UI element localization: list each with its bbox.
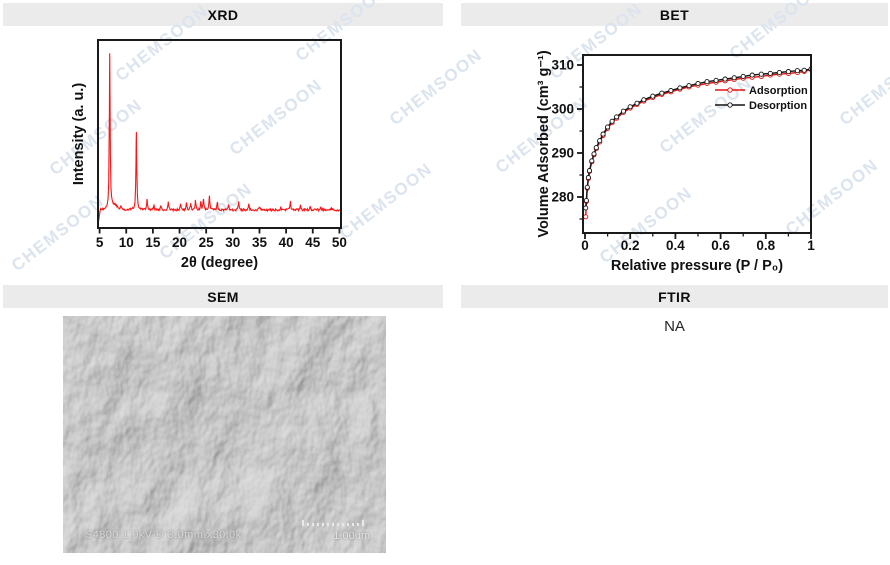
svg-text:280: 280 bbox=[551, 190, 574, 205]
svg-text:50: 50 bbox=[332, 235, 347, 250]
svg-text:20: 20 bbox=[172, 235, 187, 250]
scale-bar-tick bbox=[332, 523, 334, 526]
scale-bar-tick bbox=[342, 523, 344, 526]
sem-scale-bar bbox=[302, 520, 364, 526]
scale-bar-tick bbox=[327, 523, 329, 526]
bet-plot: 280 290 300 310 0 0.2 0.4 0.6 0.8 1 Relative press… bbox=[536, 50, 815, 274]
panel-header-xrd: XRD bbox=[3, 3, 443, 26]
ftir-title: FTIR bbox=[658, 288, 691, 305]
bet-title: BET bbox=[659, 6, 690, 23]
sem-micrograph-texture bbox=[63, 316, 386, 553]
sem-caption: S4800 1.0kV-D 3.0mm x30.0k bbox=[85, 529, 242, 541]
svg-text:5: 5 bbox=[96, 235, 104, 250]
xrd-chart: 5 10 15 20 25 30 35 40 45 50 2θ (degree) Intensity … bbox=[3, 26, 443, 284]
scale-bar-tick bbox=[317, 523, 319, 526]
ftir-content: NA bbox=[664, 318, 685, 335]
xrd-plot: 5 10 15 20 25 30 35 40 45 50 2θ (degree) Intensity … bbox=[71, 39, 347, 271]
svg-text:25: 25 bbox=[199, 235, 215, 250]
svg-text:Adsorption: Adsorption bbox=[749, 85, 808, 97]
svg-text:15: 15 bbox=[145, 235, 161, 250]
scale-bar-tick bbox=[357, 523, 359, 526]
svg-text:0.6: 0.6 bbox=[711, 238, 730, 253]
svg-text:30: 30 bbox=[225, 235, 240, 250]
svg-text:310: 310 bbox=[551, 58, 574, 73]
scale-bar-tick bbox=[337, 523, 339, 526]
sem-image: S4800 1.0kV-D 3.0mm x30.0k 1.00um bbox=[63, 316, 386, 553]
svg-text:Relative pressure (P / P₀): Relative pressure (P / P₀) bbox=[611, 258, 783, 274]
svg-text:Volume Adsorbed (cm³ g⁻¹): Volume Adsorbed (cm³ g⁻¹) bbox=[536, 50, 552, 237]
panel-header-bet: BET bbox=[461, 3, 888, 26]
sem-scale-label: 1.00um bbox=[333, 530, 370, 542]
svg-text:Intensity (a. u.): Intensity (a. u.) bbox=[71, 83, 87, 185]
scale-bar-tick bbox=[362, 520, 364, 526]
scale-bar-tick bbox=[352, 523, 354, 526]
svg-text:0.8: 0.8 bbox=[756, 238, 775, 253]
xrd-title: XRD bbox=[207, 6, 239, 23]
bet-chart: 280 290 300 310 0 0.2 0.4 0.6 0.8 1 Relative press… bbox=[462, 26, 888, 284]
svg-text:45: 45 bbox=[305, 235, 321, 250]
svg-text:0.2: 0.2 bbox=[621, 238, 640, 253]
panel-header-ftir: FTIR bbox=[461, 285, 888, 308]
svg-text:40: 40 bbox=[279, 235, 294, 250]
scale-bar-tick bbox=[347, 523, 349, 526]
svg-text:35: 35 bbox=[252, 235, 268, 250]
svg-text:0.4: 0.4 bbox=[666, 238, 685, 253]
scale-bar-tick bbox=[307, 523, 309, 526]
scale-bar-tick bbox=[322, 523, 324, 526]
svg-text:Desorption: Desorption bbox=[749, 100, 807, 112]
svg-text:290: 290 bbox=[551, 146, 574, 161]
scale-bar-tick bbox=[312, 523, 314, 526]
sem-title: SEM bbox=[207, 288, 239, 305]
svg-text:0: 0 bbox=[581, 238, 589, 253]
svg-text:10: 10 bbox=[119, 235, 134, 250]
scale-bar-tick bbox=[302, 520, 304, 526]
panel-header-sem: SEM bbox=[3, 285, 443, 308]
svg-text:300: 300 bbox=[551, 102, 574, 117]
svg-text:2θ (degree): 2θ (degree) bbox=[181, 255, 258, 271]
svg-text:1: 1 bbox=[807, 238, 815, 253]
